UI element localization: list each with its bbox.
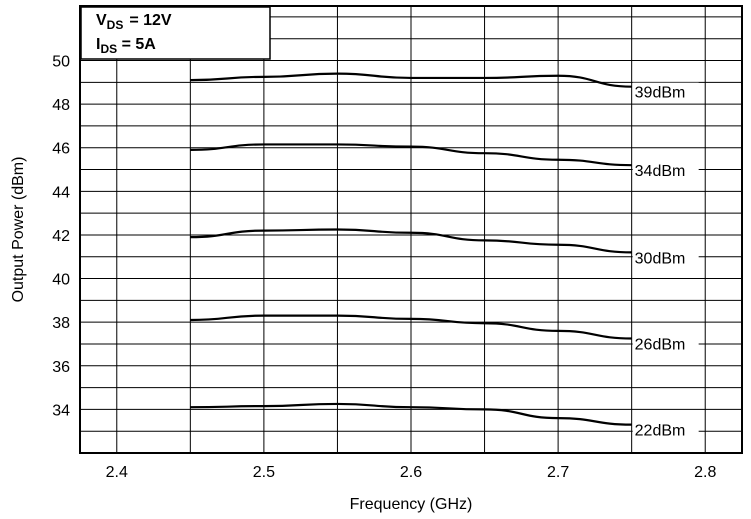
series-lines: 39dBm 34dBm 30dBm 26dBm 22dBm [190, 72, 699, 440]
y-tick-label: 40 [52, 272, 70, 289]
grid [80, 6, 742, 453]
y-tick-label: 34 [52, 402, 70, 419]
series-label-39dBm: 39dBm [635, 85, 686, 102]
vds-condition: VDS = 12V [96, 12, 172, 32]
x-tick-label: 2.4 [106, 464, 128, 481]
series-label-34dBm: 34dBm [635, 163, 686, 180]
series-label-bg [632, 161, 699, 181]
y-tick-label: 48 [52, 97, 70, 114]
y-axis-title: Output Power (dBm) [10, 157, 27, 303]
x-tick-label: 2.6 [400, 464, 422, 481]
conditions-box: VDS = 12V IDS = 5A [80, 6, 271, 60]
y-tick-label: 36 [52, 359, 70, 376]
series-label-26dBm: 26dBm [635, 337, 686, 354]
y-tick-label: 44 [52, 184, 70, 201]
conditions-box-frame [80, 6, 271, 60]
x-axis-ticks: 2.4 2.5 2.6 2.7 2.8 [106, 464, 717, 481]
series-line-30dBm [190, 228, 632, 254]
x-axis-title: Frequency (GHz) [350, 496, 473, 513]
x-tick-label: 2.8 [694, 464, 716, 481]
x-tick-label: 2.5 [253, 464, 275, 481]
series-label-bg [632, 334, 699, 354]
series-line-34dBm [190, 143, 632, 167]
y-tick-label: 42 [52, 228, 70, 245]
y-tick-label: 38 [52, 315, 70, 332]
plot-frame [79, 5, 743, 454]
series-label-bg [632, 248, 699, 268]
ids-condition: IDS = 5A [96, 36, 156, 56]
y-tick-label: 50 [52, 54, 70, 71]
series-line-39dBm [190, 72, 632, 88]
series-label-22dBm: 22dBm [635, 423, 686, 440]
y-axis-ticks: 34 36 38 40 42 44 46 48 50 [52, 54, 70, 420]
x-tick-label: 2.7 [547, 464, 569, 481]
series-line-26dBm [190, 314, 632, 340]
series-label-30dBm: 30dBm [635, 250, 686, 267]
series-label-bg [632, 420, 699, 440]
y-tick-label: 46 [52, 141, 70, 158]
series-line-22dBm [190, 402, 632, 426]
series-label-bg [632, 82, 699, 102]
